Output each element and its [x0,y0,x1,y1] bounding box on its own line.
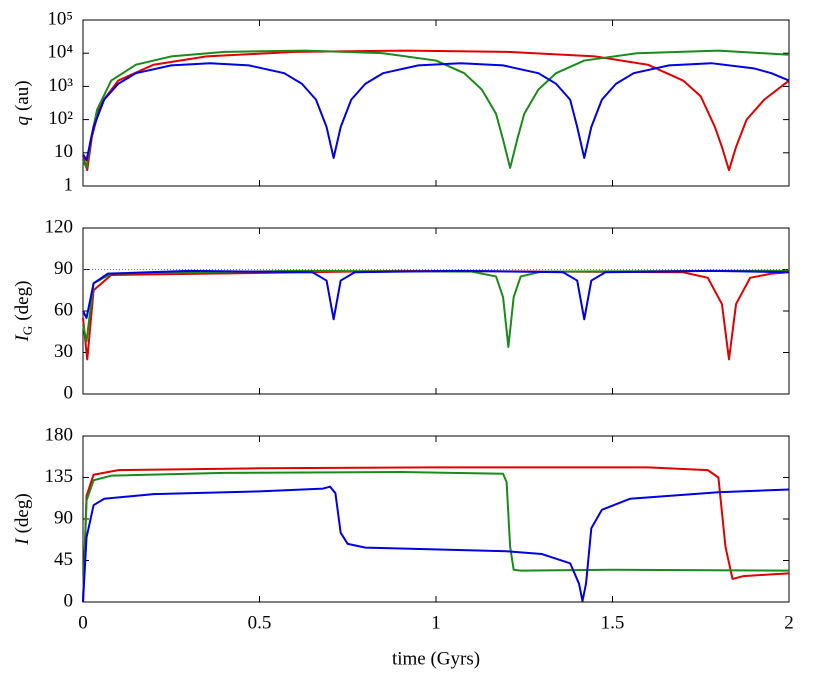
y-tick-label: 10⁴ [47,42,73,63]
x-tick-label: 1 [431,612,441,633]
y-tick-label: 90 [54,507,73,528]
data-line [82,466,790,603]
y-axis-label: IG (deg) [12,281,35,343]
data-line [82,269,790,321]
y-tick-label: 60 [54,299,73,320]
data-line [82,62,790,162]
y-label-symbol: I [12,537,33,546]
y-tick-label: 10² [48,108,73,129]
data-line [82,49,790,169]
y-tick-label: 135 [45,466,74,487]
y-tick-label: 90 [54,258,73,279]
data-line [82,485,790,603]
data-line [82,269,790,361]
y-tick-label: 0 [64,382,74,403]
y-tick-label: 30 [54,341,73,362]
y-tick-label: 10³ [48,75,73,96]
y-label-symbol: q [12,116,33,126]
y-label-unit: (deg) [12,281,33,321]
y-tick-label: 45 [54,549,73,570]
y-tick-label: 1 [64,174,74,195]
plot-frame [82,435,790,603]
x-tick-label: 1.5 [601,612,625,633]
plot-frame [82,19,790,187]
data-line [82,49,790,172]
y-tick-label: 120 [45,216,74,237]
plot-frame [82,227,790,395]
x-tick-label: 0.5 [248,612,272,633]
y-tick-label: 10⁵ [47,8,73,29]
x-axis-label: time (Gyrs) [392,648,480,669]
y-axis-label: I (deg) [12,493,33,545]
y-tick-label: 180 [45,424,74,445]
y-label-unit: (deg) [12,493,33,533]
y-tick-label: 0 [64,590,74,611]
x-tick-label: 2 [784,612,794,633]
y-label-subscript: G [20,326,35,335]
data-line [82,269,789,348]
y-label-unit: (au) [12,80,33,111]
y-label-symbol: I [12,333,33,342]
data-line [82,470,790,603]
y-axis-label: q (au) [12,80,33,125]
x-tick-label: 0 [78,612,88,633]
y-tick-label: 10 [54,141,73,162]
